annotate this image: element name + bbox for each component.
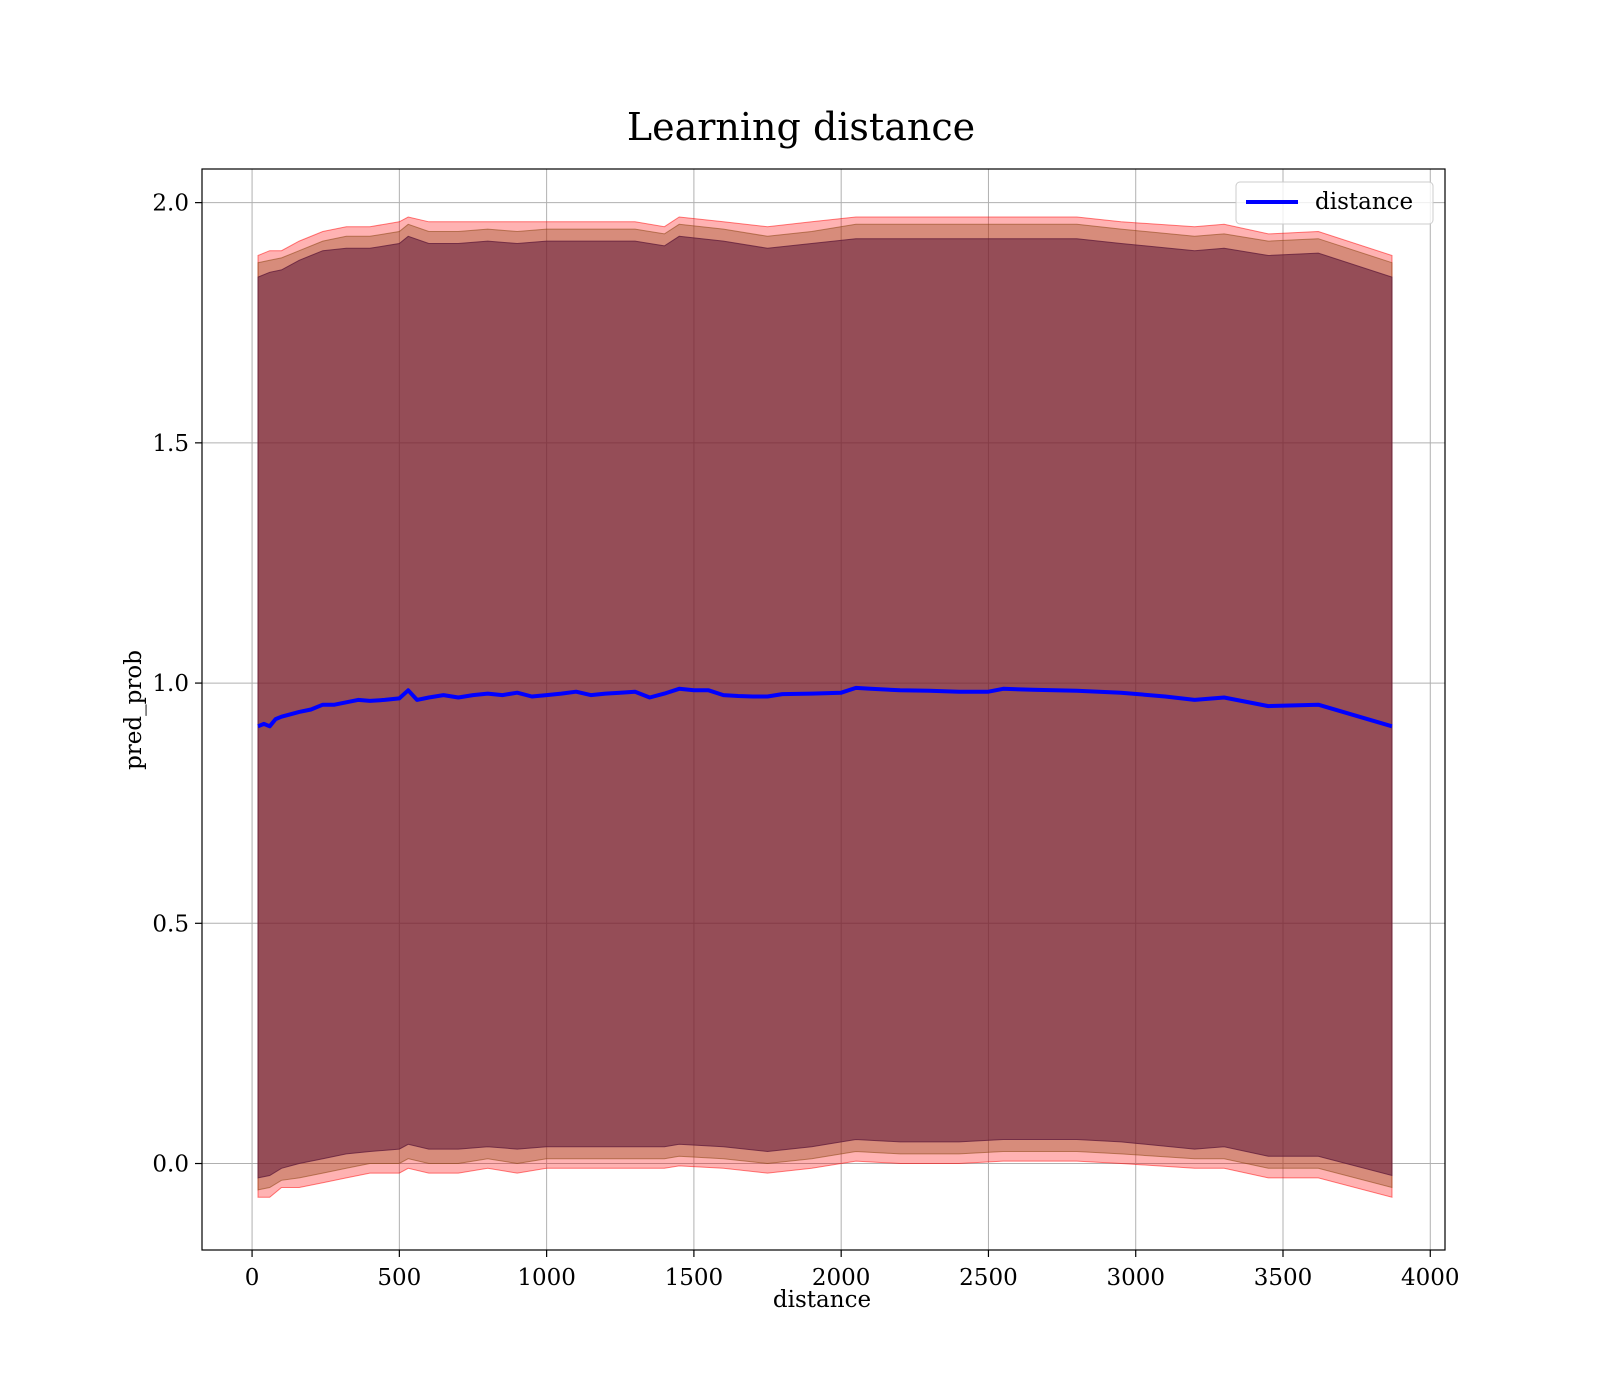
x-tick-label: 0	[245, 1265, 260, 1291]
x-axis-label: distance	[773, 1287, 871, 1313]
x-tick-label: 4000	[1401, 1265, 1460, 1291]
legend: distance	[1235, 181, 1434, 225]
y-tick-label: 0.0	[152, 1152, 189, 1178]
y-tick-label: 2.0	[152, 191, 189, 217]
x-tick-label: 2000	[812, 1265, 871, 1291]
x-axis-ticks: 0 500 1000 1500 2000 2500 3000 3500 4000	[245, 1250, 1460, 1291]
x-tick-label: 1000	[517, 1265, 576, 1291]
x-tick-label: 1500	[665, 1265, 724, 1291]
y-axis-label: pred_prob	[121, 650, 147, 770]
x-tick-label: 2500	[959, 1265, 1018, 1291]
legend-label: distance	[1315, 189, 1413, 215]
series-lines	[257, 685, 1393, 729]
plot-area-frame	[201, 168, 1446, 1251]
confidence-bands	[257, 216, 1393, 1198]
y-tick-label: 1.0	[152, 671, 189, 697]
x-tick-label: 3500	[1254, 1265, 1313, 1291]
confidence-band-3	[257, 235, 1393, 1179]
y-tick-label: 0.5	[152, 911, 189, 937]
x-tick-label: 500	[377, 1265, 421, 1291]
y-tick-label: 1.5	[152, 431, 189, 457]
x-tick-label: 3000	[1106, 1265, 1165, 1291]
series-line-distance	[257, 685, 1393, 729]
y-axis-ticks: 0.0 0.5 1.0 1.5 2.0	[152, 191, 202, 1178]
chart-title: Learning distance	[627, 105, 975, 149]
legend-box	[1235, 181, 1434, 225]
